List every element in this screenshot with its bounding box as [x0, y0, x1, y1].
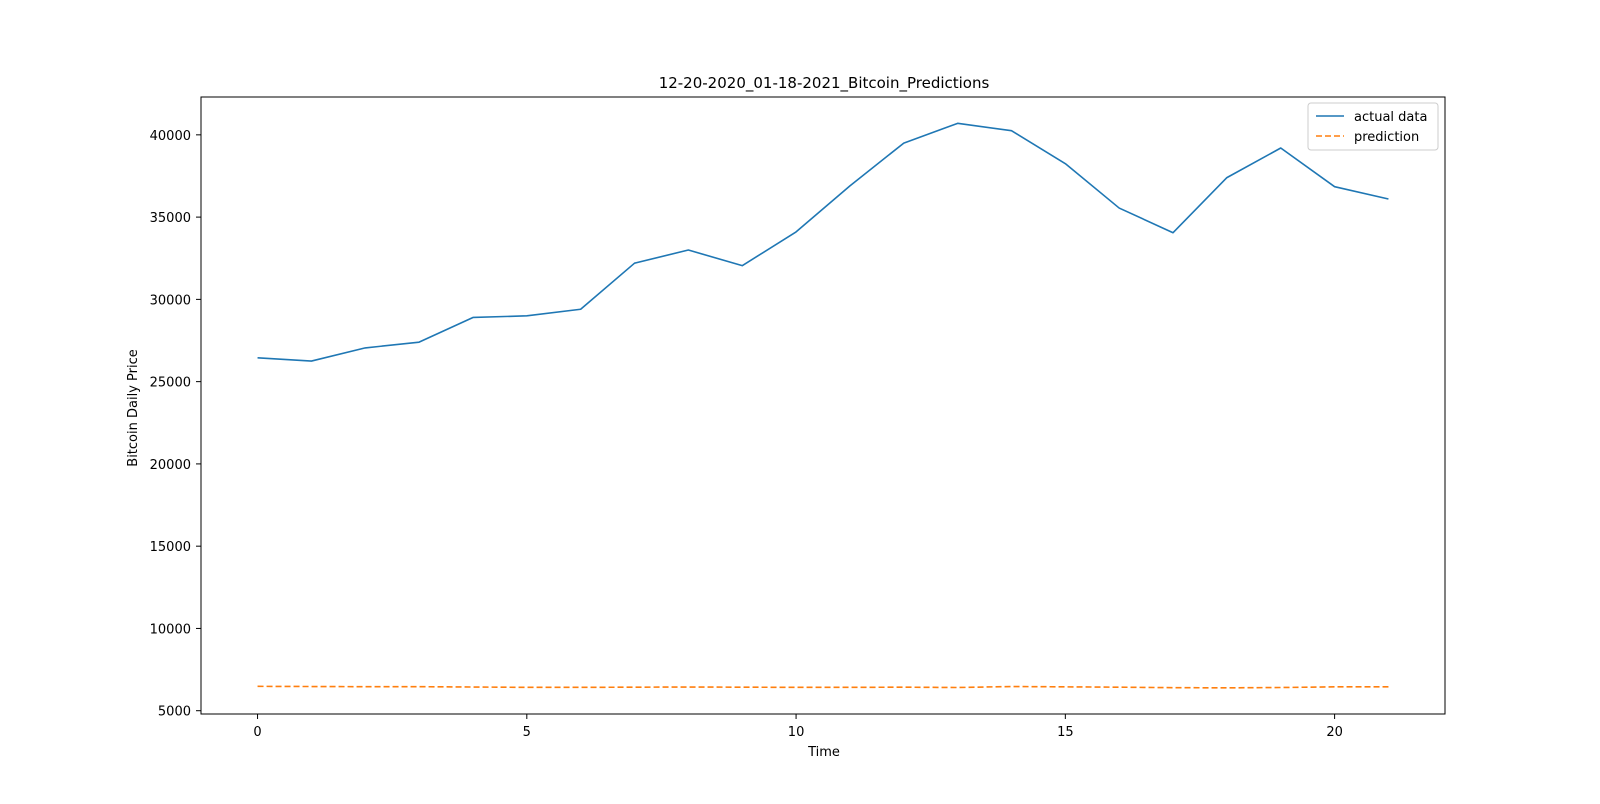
x-tick-label: 5 — [523, 725, 531, 740]
plot-area — [200, 96, 1446, 715]
legend: actual data prediction — [1307, 102, 1439, 151]
x-axis-label: Time — [807, 745, 840, 760]
series-layer — [257, 122, 1389, 689]
y-tick-label: 10000 — [150, 622, 191, 637]
y-tick-label: 25000 — [150, 376, 191, 391]
y-tick-label: 35000 — [150, 211, 191, 226]
y-tick-label: 40000 — [150, 129, 191, 144]
chart-title: 12-20-2020_01-18-2021_Bitcoin_Prediction… — [659, 74, 990, 93]
y-tick-label: 5000 — [158, 705, 191, 720]
legend-box — [1307, 102, 1439, 151]
series-line-prediction — [257, 685, 1389, 689]
y-axis-label: Bitcoin Daily Price — [126, 349, 141, 466]
series-line-actual-data — [257, 122, 1389, 362]
y-axis-ticks: 5000 10000 15000 20000 25000 30000 35000 40000 — [150, 129, 201, 720]
x-tick-label: 20 — [1326, 725, 1343, 740]
x-tick-label: 10 — [788, 725, 805, 740]
x-tick-label: 15 — [1057, 725, 1074, 740]
legend-label: prediction — [1354, 130, 1419, 145]
x-axis-ticks: 0 5 10 15 20 — [253, 714, 1343, 740]
legend-label: actual data — [1354, 110, 1427, 125]
y-tick-label: 20000 — [150, 458, 191, 473]
plot-frame — [200, 96, 1446, 715]
x-tick-label: 0 — [253, 725, 261, 740]
y-tick-label: 30000 — [150, 293, 191, 308]
y-tick-label: 15000 — [150, 540, 191, 555]
